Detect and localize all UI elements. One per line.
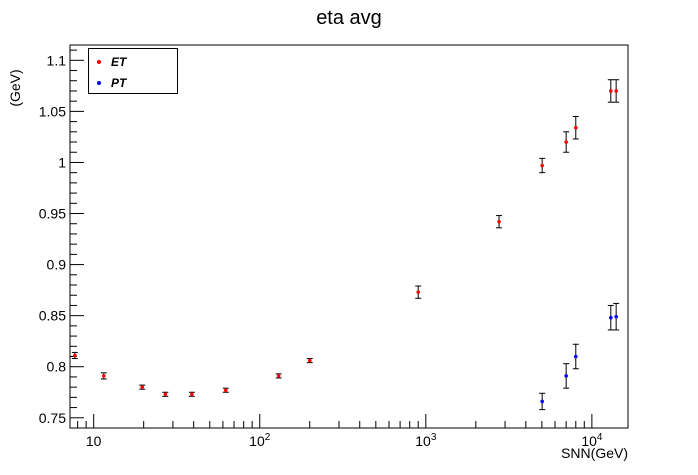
data-point-et [276, 374, 281, 378]
legend-label-pt: PT [111, 76, 127, 90]
legend-marker-et [97, 60, 101, 64]
data-point-et [163, 392, 168, 397]
data-point-et [573, 125, 578, 130]
data-point-et [564, 140, 568, 144]
y-tick-label: 0.85 [39, 308, 66, 324]
data-point-pt [540, 399, 544, 404]
data-point-pt [609, 315, 613, 320]
y-tick-label: 0.8 [47, 359, 67, 375]
y-tick-label: 1.1 [47, 52, 67, 68]
data-point-et [101, 374, 106, 378]
y-axis-label: (GeV) [7, 69, 23, 106]
data-point-et [609, 89, 613, 93]
legend-item-et: ET [97, 55, 126, 69]
data-point-et [223, 388, 228, 393]
data-point-et [190, 392, 194, 397]
y-tick-label: 1.05 [39, 103, 66, 119]
data-point-pt [614, 314, 618, 319]
x-tick-label: 102 [249, 432, 271, 449]
data-point-et [614, 89, 618, 93]
y-tick-label: 0.75 [39, 410, 66, 426]
x-tick-label: 10 [86, 433, 102, 449]
plot-frame [69, 44, 629, 429]
data-point-et [497, 219, 501, 224]
legend: ET PT [88, 48, 178, 94]
legend-marker-pt [97, 81, 101, 85]
x-axis-label: SNN(GeV) [561, 445, 628, 461]
legend-label-et: ET [111, 55, 127, 69]
x-tick-label: 103 [415, 432, 437, 449]
legend-item-pt: PT [97, 76, 126, 90]
data-point-et [416, 290, 421, 294]
data-point-et [140, 385, 145, 389]
data-point-et [540, 163, 544, 168]
y-tick-label: 1 [58, 154, 66, 170]
x-tick-label: 104 [581, 432, 603, 449]
chart-title: eta avg [316, 7, 382, 29]
y-tick-label: 0.9 [47, 257, 67, 273]
data-point-et [307, 358, 312, 363]
data-point-pt [573, 354, 578, 359]
data-point-et [73, 353, 77, 358]
y-tick-label: 0.95 [39, 206, 66, 222]
data-point-pt [564, 374, 568, 378]
